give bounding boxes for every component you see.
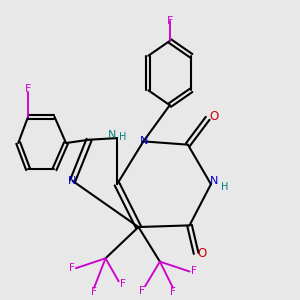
Text: F: F xyxy=(191,266,197,277)
Text: N: N xyxy=(68,176,76,186)
Text: F: F xyxy=(167,16,173,26)
Text: O: O xyxy=(197,247,207,260)
Text: N: N xyxy=(210,176,218,186)
Text: F: F xyxy=(170,287,176,297)
Text: F: F xyxy=(25,84,31,94)
Text: O: O xyxy=(209,110,218,123)
Text: N: N xyxy=(140,136,148,146)
Text: F: F xyxy=(91,287,97,297)
Text: N: N xyxy=(107,130,116,140)
Text: F: F xyxy=(68,263,74,273)
Text: F: F xyxy=(139,286,145,296)
Text: F: F xyxy=(120,279,126,289)
Text: H: H xyxy=(119,133,126,142)
Text: H: H xyxy=(220,182,228,192)
